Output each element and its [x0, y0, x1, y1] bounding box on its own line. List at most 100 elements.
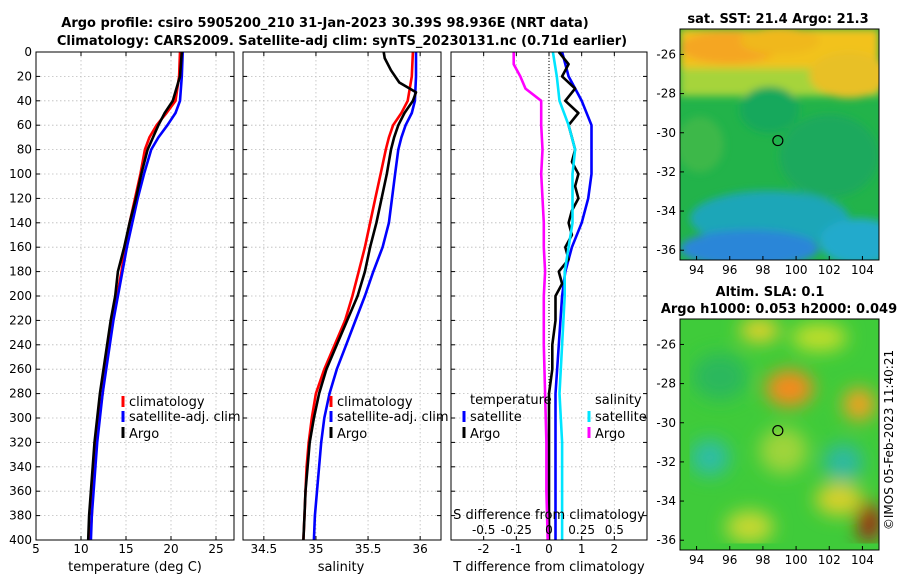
- warm-eddy: [759, 427, 808, 474]
- green-eddy: [691, 353, 748, 400]
- y-tick-label: -28: [656, 87, 676, 101]
- warm-blob: [809, 52, 879, 99]
- secondary-x-tick-label: -0.25: [501, 523, 532, 537]
- x-tick-label: 104: [851, 263, 874, 277]
- legend-label-satellite: satellite-adj. clim: [337, 410, 449, 425]
- difference-legend-temperature: temperature satellite Argo: [462, 393, 552, 442]
- salinity-panel: 34.5 35 35.5 36: [242, 51, 442, 556]
- legend-label-satellite: satellite-adj. clim: [129, 410, 241, 425]
- series-line-satellite-adj-clim: [312, 52, 418, 541]
- secondary-x-tick-label: 0: [545, 523, 553, 537]
- y-tick-label: 340: [9, 460, 32, 474]
- map-blobs: [689, 319, 879, 544]
- warm-eddy: [725, 510, 774, 544]
- sla-map-title-line2: Argo h1000: 0.053 h2000: 0.049: [661, 302, 897, 317]
- difference-panel: -2 -1 0 1 2 -0.5 -0.25 0 0.25 0.5: [450, 51, 648, 556]
- legend-label-argo: Argo: [337, 427, 367, 442]
- series-line-temperature-satellite: [554, 51, 593, 540]
- difference-legend-salinity: salinity satellite Argo: [587, 393, 647, 442]
- x-tick-label: 98: [755, 263, 770, 277]
- warm-eddy: [739, 319, 780, 343]
- x-tick-label: 15: [118, 542, 133, 556]
- argo-location-marker: [772, 134, 784, 147]
- map-frame: [679, 318, 880, 551]
- legend-label-s-argo: Argo: [595, 427, 625, 442]
- y-tick-label: -36: [656, 533, 676, 547]
- legend-heading-temperature: temperature: [470, 393, 552, 408]
- x-tick-label: 94: [689, 553, 704, 567]
- cool-blob: [819, 218, 879, 260]
- y-tick-label: -34: [656, 204, 676, 218]
- y-tick-label: 360: [9, 484, 32, 498]
- x-tick-label: 35: [308, 542, 323, 556]
- y-tick-label: 260: [9, 362, 32, 376]
- y-tick-label: 300: [9, 411, 32, 425]
- secondary-x-tick-label: 0.5: [605, 523, 624, 537]
- legend-label-t-satellite: satellite: [470, 410, 522, 425]
- x-tick-label: 102: [818, 553, 841, 567]
- x-tick-label: 100: [785, 553, 808, 567]
- y-tick-label: 80: [17, 143, 32, 157]
- x-tick-label: 98: [755, 553, 770, 567]
- y-tick-label: 180: [9, 265, 32, 279]
- y-tick-label: 280: [9, 387, 32, 401]
- series-line-argo: [302, 51, 418, 541]
- diff-xlabel: T difference from climatology: [452, 560, 645, 575]
- argo-location-marker: [772, 424, 784, 437]
- y-tick-label: 160: [9, 240, 32, 254]
- x-tick-label: 20: [163, 542, 178, 556]
- y-tick-label: -30: [656, 126, 676, 140]
- x-tick-label: 10: [73, 542, 88, 556]
- legend-label-argo: Argo: [129, 427, 159, 442]
- green-blob: [680, 116, 724, 173]
- x-tick-label: 0: [545, 542, 553, 556]
- warm-blob: [739, 29, 820, 55]
- salinity-xlabel: salinity: [318, 560, 365, 575]
- x-tick-label: 94: [689, 263, 704, 277]
- warm-eddy: [815, 483, 864, 516]
- cool-eddy: [823, 443, 864, 481]
- y-tick-label: 20: [17, 69, 32, 83]
- x-tick-label: 1: [578, 542, 586, 556]
- y-tick-label: 100: [9, 167, 32, 181]
- figure-title-line1: Argo profile: csiro 5905200_210 31-Jan-2…: [61, 16, 588, 31]
- y-tick-label: -26: [656, 337, 676, 351]
- legend-heading-salinity: salinity: [595, 393, 642, 408]
- temperature-legend: climatology satellite-adj. clim Argo: [121, 395, 241, 442]
- cool-blob: [680, 229, 820, 260]
- x-tick-label: 36: [413, 542, 428, 556]
- y-tick-label: -30: [656, 416, 676, 430]
- x-tick-label: -1: [510, 542, 522, 556]
- map-blobs: [680, 29, 879, 260]
- x-tick-label: 96: [722, 553, 737, 567]
- y-tick-label: 400: [9, 533, 32, 547]
- x-tick-label: 34.5: [250, 542, 277, 556]
- map-frame: [679, 28, 880, 261]
- x-tick-label: 2: [611, 542, 619, 556]
- sla-map: 94 96 98 100 102 104 -26 -28 -30 -32 -34 -36: [656, 318, 880, 567]
- y-tick-label: 120: [9, 191, 32, 205]
- series-line-salinity-satellite: [551, 51, 577, 540]
- y-tick-label: -28: [656, 377, 676, 391]
- y-tick-label: 380: [9, 509, 32, 523]
- diff-xlabel-top: S difference from climatology: [453, 508, 645, 523]
- y-tick-label: 200: [9, 289, 32, 303]
- sst-map: 94 96 98 100 102 104 -26 -28 -30 -32 -34 -36: [656, 28, 880, 277]
- imos-credit: ©IMOS 05-Feb-2023 11:40:21: [882, 350, 896, 530]
- x-tick-label: -2: [478, 542, 490, 556]
- plot-frame: [242, 51, 442, 541]
- temperature-panel: 5 10 15 20 25 0 20 40 60 80 100 120 140 160 180 200 220 2…: [9, 45, 235, 556]
- legend-label-climatology: climatology: [337, 395, 413, 410]
- warm-eddy: [765, 369, 814, 407]
- temperature-xlabel: temperature (deg C): [68, 560, 202, 575]
- green-blob: [739, 86, 800, 133]
- warm-eddy: [791, 323, 848, 352]
- y-tick-label: -32: [656, 165, 676, 179]
- series-line-temperature-argo: [547, 51, 580, 540]
- x-tick-label: 96: [722, 263, 737, 277]
- x-tick-label: 35.5: [355, 542, 382, 556]
- x-tick-label: 25: [208, 542, 223, 556]
- y-tick-label: -36: [656, 243, 676, 257]
- x-tick-label: 102: [818, 263, 841, 277]
